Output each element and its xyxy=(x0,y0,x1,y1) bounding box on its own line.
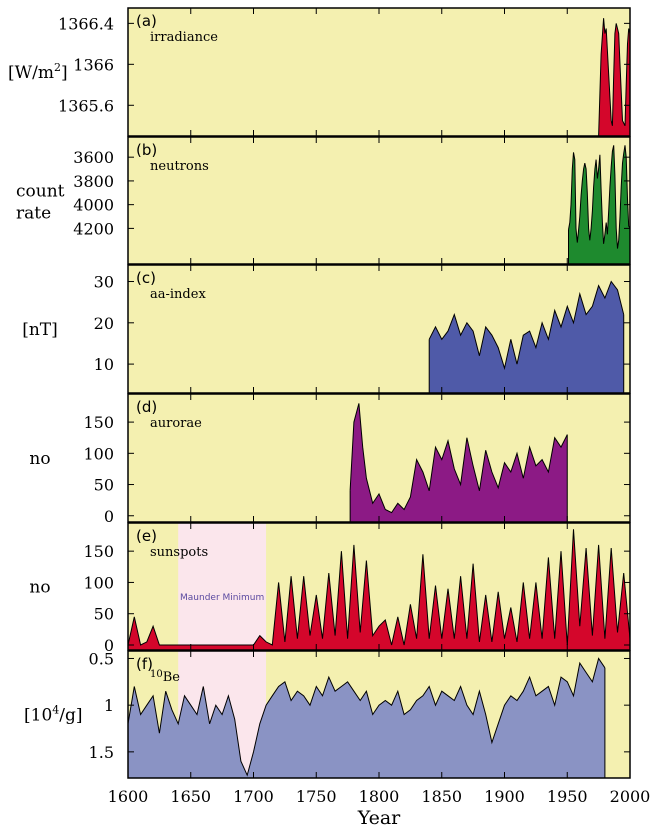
y-tick-label: 1 xyxy=(104,696,114,715)
panel-name: irradiance xyxy=(150,30,218,45)
series-area xyxy=(128,529,630,650)
y-tick-label: 150 xyxy=(83,542,114,561)
panel-name: aurorae xyxy=(150,416,202,431)
panel-letter: (a) xyxy=(136,12,157,30)
panel-letter: (e) xyxy=(136,527,157,545)
x-tick-label: 1950 xyxy=(547,787,588,806)
x-tick-label: 1800 xyxy=(359,787,400,806)
panel-name: 10Be xyxy=(150,669,180,685)
y-tick-label: 50 xyxy=(94,476,114,495)
panel-letter: (b) xyxy=(136,141,157,159)
y-tick-label: 1.5 xyxy=(89,743,114,762)
panel-irradiance: 1366.4 1366 1365.6 (a)irradiance [W/m2] xyxy=(8,7,631,137)
y-tick-label: 4000 xyxy=(73,196,114,215)
y-tick-label: 20 xyxy=(94,314,114,333)
panel-letter: (c) xyxy=(136,269,156,287)
x-tick-label: 1750 xyxy=(296,787,337,806)
y-tick-label: 4200 xyxy=(73,219,114,238)
y-tick-label: 0 xyxy=(104,507,114,526)
x-tick-label: 2000 xyxy=(610,787,651,806)
series-line xyxy=(598,18,630,136)
y-tick-label: 1366.4 xyxy=(58,14,114,33)
x-tick-label: 1650 xyxy=(170,787,211,806)
y-tick-label: 1366 xyxy=(73,55,114,74)
y-tick-label: 0.5 xyxy=(89,649,114,668)
panel-aurorae: 150 100 50 0 (d)aurorae no xyxy=(29,393,631,526)
y-tick-label: 100 xyxy=(83,573,114,592)
maunder-minimum-band xyxy=(178,523,267,650)
panel-sunspots: 150 100 50 0 (e)sunspots no Maunder Minimum xyxy=(29,522,631,655)
y-axis-label: no xyxy=(29,578,50,598)
y-tick-label: 3800 xyxy=(73,172,114,191)
y-tick-label: 100 xyxy=(83,444,114,463)
x-tick-label: 1600 xyxy=(108,787,149,806)
panel-letter: (d) xyxy=(136,398,157,416)
panel-letter: (f) xyxy=(136,655,153,673)
maunder-minimum-label: Maunder Minimum xyxy=(180,593,264,603)
y-axis-label: count xyxy=(16,182,65,202)
y-axis-label: [nT] xyxy=(22,320,58,340)
panel-aa-index: 30 20 10 (c)aa-index [nT] xyxy=(22,264,631,394)
series-area xyxy=(350,403,568,522)
y-tick-label: 0 xyxy=(104,636,114,655)
series-line xyxy=(128,529,630,646)
x-tick-label: 1850 xyxy=(421,787,462,806)
y-tick-label: 50 xyxy=(94,605,114,624)
x-axis-title: Year xyxy=(357,807,401,829)
y-axis-label: no xyxy=(29,449,50,469)
panel-name: sunspots xyxy=(150,545,208,560)
x-tick-label: 1700 xyxy=(233,787,274,806)
y-tick-label: 150 xyxy=(83,413,114,432)
y-tick-label: 10 xyxy=(94,355,114,374)
panel-10be: 0.5 1 1.5 (f)10Be [104/g] xyxy=(24,649,631,779)
x-tick-label: 1900 xyxy=(484,787,525,806)
y-axis-label: [W/m2] xyxy=(8,61,68,83)
panel-name: aa-index xyxy=(150,287,206,302)
panel-name: neutrons xyxy=(150,159,209,174)
series-area xyxy=(598,18,630,136)
series-area xyxy=(429,281,624,393)
y-tick-label: 30 xyxy=(94,273,114,292)
y-tick-label: 1365.6 xyxy=(58,96,114,115)
y-tick-label: 3600 xyxy=(73,148,114,167)
series-area xyxy=(128,658,605,778)
series-line xyxy=(568,145,630,249)
plot-background xyxy=(128,8,630,136)
series-line xyxy=(349,403,568,514)
y-axis-label: [104/g] xyxy=(24,704,83,726)
series-line xyxy=(428,280,625,371)
y-axis-label: rate xyxy=(16,204,51,224)
series-line xyxy=(128,657,606,777)
plot-background xyxy=(128,137,630,264)
